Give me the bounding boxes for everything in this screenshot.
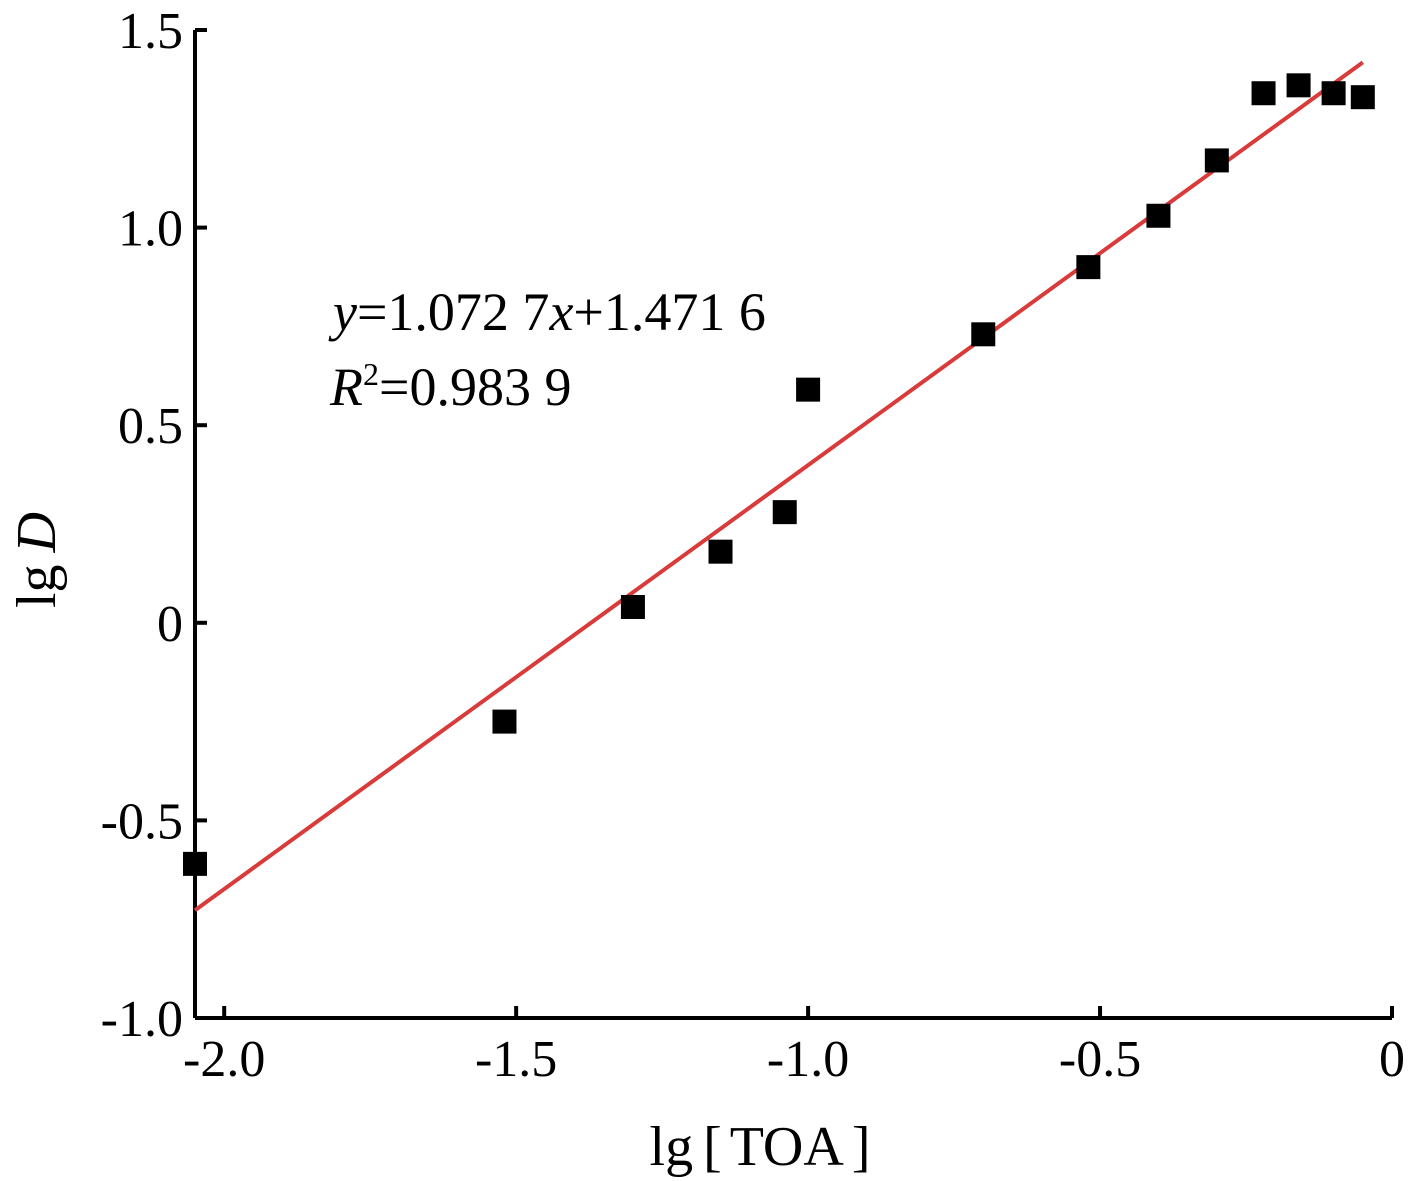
- x-tick-label: -1.5: [475, 1031, 557, 1088]
- y-axis-prefix: lg: [6, 564, 68, 608]
- y-axis-title: lg D: [6, 512, 68, 608]
- data-point: [492, 709, 517, 734]
- data-point: [620, 594, 645, 619]
- r-squared-text: R2=0.983 9: [329, 356, 571, 417]
- x-axis-title: lg[TOA]: [650, 1116, 871, 1178]
- fit-line: [193, 60, 1364, 912]
- data-point: [1251, 81, 1276, 106]
- data-point: [1204, 148, 1229, 173]
- eq-slope: =1.072 7: [357, 282, 549, 342]
- data-point: [796, 377, 821, 402]
- data-point: [1076, 255, 1101, 280]
- data-point: [1321, 81, 1346, 106]
- y-tick-label: 1.0: [118, 201, 183, 258]
- y-tick-label: -1.0: [101, 991, 183, 1048]
- eq-x-var: x: [548, 282, 573, 342]
- x-ticks: -2.0 -1.5 -1.0 -0.5 0: [183, 1006, 1405, 1088]
- r-value: =0.983 9: [379, 357, 571, 417]
- data-point: [971, 322, 996, 347]
- y-ticks: -1.0 -0.5 0 0.5 1.0 1.5: [101, 3, 207, 1048]
- x-axis-prefix: lg: [650, 1116, 694, 1178]
- equation-text: y=1.072 7x+1.471 6: [328, 282, 766, 342]
- x-axis-close-bracket: ]: [852, 1116, 871, 1178]
- data-point: [183, 851, 207, 876]
- r-var: R: [329, 357, 363, 417]
- eq-y-var: y: [328, 282, 357, 342]
- data-point: [1146, 203, 1171, 228]
- y-tick-label: 0.5: [118, 398, 183, 455]
- y-tick-label: 1.5: [118, 3, 183, 60]
- data-point: [1286, 73, 1311, 98]
- y-tick-label: 0: [157, 596, 183, 653]
- y-tick-label: -0.5: [101, 793, 183, 850]
- data-point: [708, 539, 733, 564]
- data-point: [772, 500, 797, 525]
- y-axis-variable: D: [6, 512, 68, 553]
- r-superscript: 2: [363, 356, 379, 392]
- x-axis-open-bracket: [: [703, 1116, 722, 1178]
- data-markers: [183, 73, 1375, 876]
- x-tick-label: -1.0: [767, 1031, 849, 1088]
- eq-intercept: +1.471 6: [573, 282, 765, 342]
- x-tick-label: -2.0: [183, 1031, 265, 1088]
- x-axis-name: TOA: [730, 1116, 845, 1178]
- x-tick-label: 0: [1379, 1031, 1405, 1088]
- x-tick-label: -0.5: [1059, 1031, 1141, 1088]
- data-point: [1350, 85, 1375, 110]
